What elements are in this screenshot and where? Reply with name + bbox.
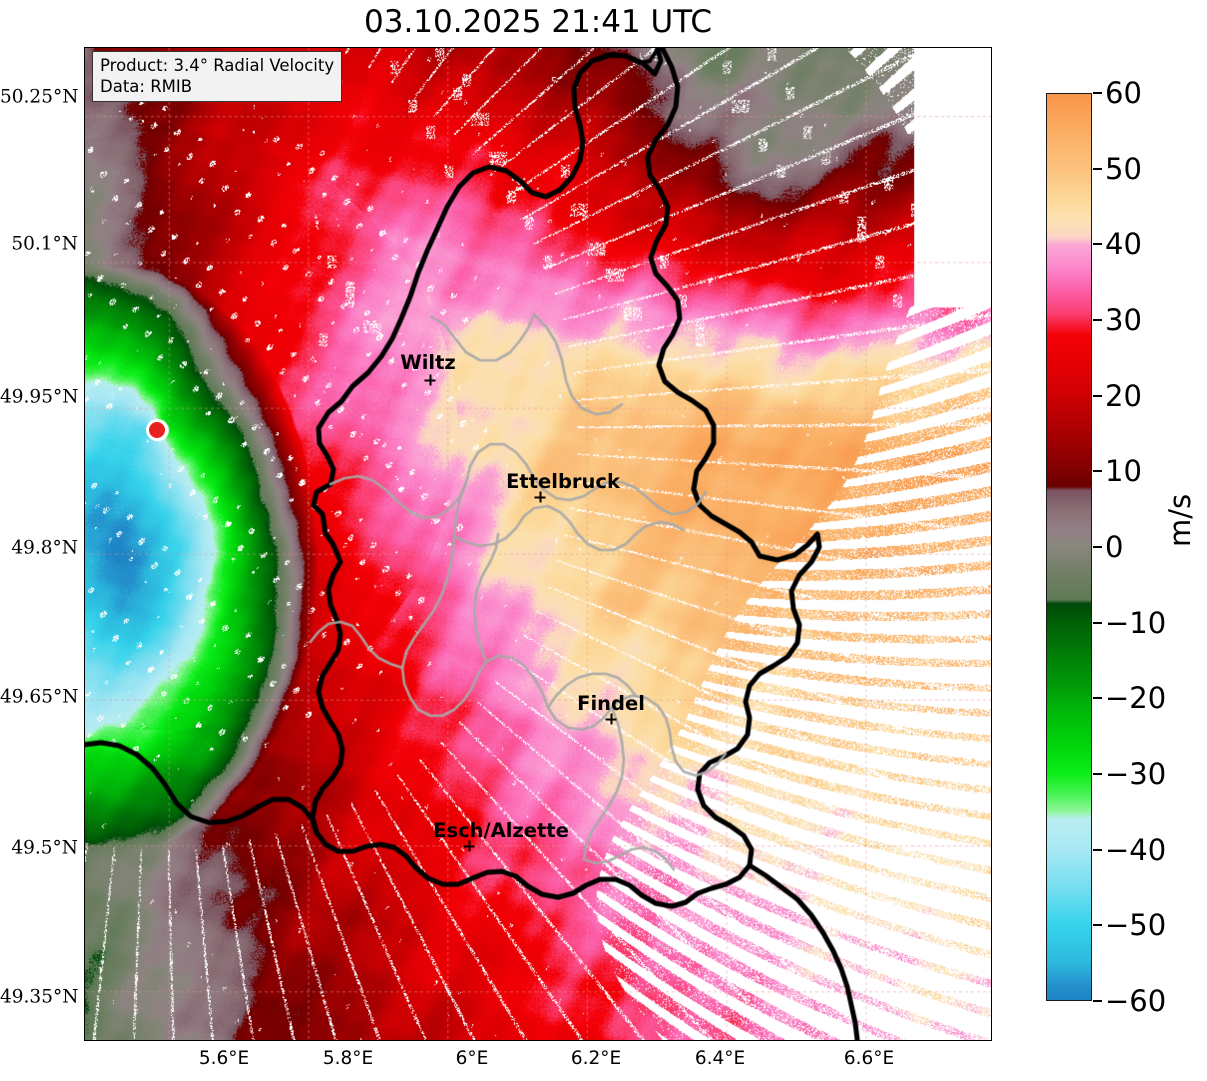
- colorbar-tick-mark: [1093, 319, 1102, 321]
- x-axis-tick-label: 6°E: [455, 1048, 489, 1069]
- colorbar-tick-label: −10: [1105, 605, 1167, 640]
- y-axis-tick-label: 50.1°N: [11, 233, 78, 255]
- city-label-ettelbruck: Ettelbruck: [506, 470, 620, 493]
- colorbar-tick-mark: [1093, 546, 1102, 548]
- colorbar-tick-label: 0: [1105, 530, 1124, 564]
- colorbar-tick-label: 20: [1105, 378, 1142, 413]
- colorbar-tick-label: 60: [1105, 76, 1142, 110]
- colorbar-tick-label: 50: [1105, 151, 1142, 186]
- y-axis-tick-label: 49.95°N: [0, 386, 79, 408]
- colorbar-tick-label: −20: [1105, 681, 1167, 716]
- y-axis-tick-label: 49.8°N: [11, 537, 78, 559]
- colorbar-tick-mark: [1093, 697, 1102, 700]
- colorbar-tick-mark: [1093, 167, 1102, 170]
- city-marker-ettelbruck: [534, 491, 546, 503]
- product-info-box: Product: 3.4° Radial Velocity Data: RMIB: [92, 51, 343, 103]
- colorbar-tick-mark: [1093, 394, 1102, 397]
- colorbar-tick-label: 10: [1105, 454, 1142, 489]
- y-axis-tick-label: 49.65°N: [0, 686, 79, 708]
- page-title: 03.10.2025 21:41 UTC: [364, 4, 712, 40]
- radar-plot-area[interactable]: [84, 47, 992, 1041]
- city-label-wiltz: Wiltz: [400, 351, 456, 374]
- colorbar-tick-mark: [1093, 924, 1102, 927]
- city-marker-wiltz: [424, 374, 436, 386]
- x-axis-tick-label: 6.6°E: [843, 1048, 895, 1069]
- city-marker-esch-alzette: [463, 840, 475, 852]
- colorbar-tick-label: −40: [1105, 832, 1167, 867]
- city-label-esch-alzette: Esch/Alzette: [433, 819, 569, 842]
- colorbar-tick-mark: [1093, 621, 1102, 624]
- colorbar-unit-label: m/s: [1163, 493, 1197, 547]
- colorbar-tick-label: −30: [1105, 757, 1167, 791]
- x-axis-tick-label: 5.8°E: [322, 1048, 374, 1069]
- colorbar[interactable]: [1046, 93, 1092, 1001]
- colorbar-tick-mark: [1093, 1000, 1102, 1002]
- colorbar-tick-label: −60: [1105, 984, 1167, 1018]
- colorbar-tick-mark: [1093, 848, 1102, 851]
- colorbar-tick-mark: [1093, 243, 1102, 246]
- radar-site-marker: [146, 419, 168, 441]
- colorbar-gradient: [1047, 94, 1091, 1000]
- info-product-line: Product: 3.4° Radial Velocity: [100, 56, 335, 75]
- colorbar-tick-mark: [1093, 773, 1102, 775]
- y-axis-tick-label: 49.5°N: [11, 837, 78, 859]
- colorbar-tick-label: −50: [1105, 908, 1167, 943]
- x-axis-tick-label: 5.6°E: [198, 1048, 250, 1069]
- y-axis-tick-label: 49.35°N: [0, 986, 79, 1008]
- y-axis-tick-label: 50.25°N: [0, 86, 79, 108]
- city-marker-findel: [605, 713, 617, 725]
- colorbar-tick-mark: [1093, 92, 1102, 94]
- city-label-findel: Findel: [577, 692, 645, 715]
- x-axis-tick-label: 6.2°E: [570, 1048, 622, 1069]
- colorbar-tick-mark: [1093, 470, 1102, 473]
- info-data-line: Data: RMIB: [100, 77, 193, 97]
- radial-velocity-heatmap: [85, 48, 991, 1040]
- colorbar-tick-label: 30: [1105, 303, 1142, 337]
- x-axis-tick-label: 6.4°E: [694, 1048, 746, 1069]
- colorbar-tick-label: 40: [1105, 227, 1142, 262]
